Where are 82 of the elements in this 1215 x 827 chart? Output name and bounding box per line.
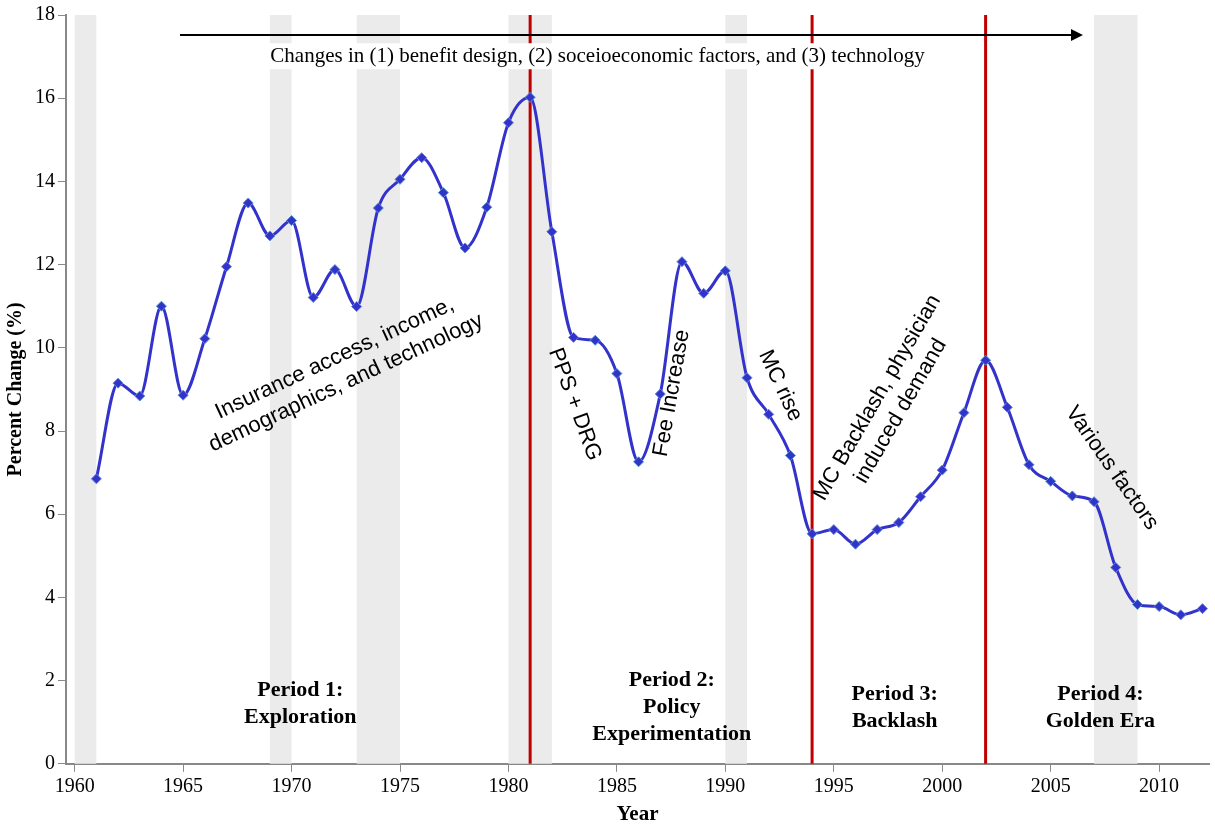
point xyxy=(568,331,580,343)
x-tick-label: 1990 xyxy=(705,774,746,797)
point xyxy=(784,450,796,462)
y-tick-label: 4 xyxy=(45,584,55,607)
point xyxy=(1088,496,1100,508)
point xyxy=(372,202,384,214)
point xyxy=(177,389,189,401)
point xyxy=(871,524,883,536)
point xyxy=(90,473,102,485)
point xyxy=(502,117,514,129)
point xyxy=(849,538,861,550)
point xyxy=(611,368,623,380)
point xyxy=(394,173,406,185)
y-tick-label: 16 xyxy=(35,85,55,108)
annotation: Fee Increase xyxy=(646,327,694,459)
point xyxy=(958,407,970,419)
annotation: Period 2: Policy Experimentation xyxy=(592,666,752,746)
y-tick-label: 14 xyxy=(35,168,55,191)
x-tick-label: 1980 xyxy=(488,774,529,797)
x-tick-label: 1965 xyxy=(163,774,204,797)
point xyxy=(1153,601,1165,613)
point xyxy=(828,524,840,536)
point xyxy=(199,333,211,345)
x-tick-label: 2000 xyxy=(922,774,963,797)
point xyxy=(698,287,710,299)
point xyxy=(307,291,319,303)
annotation: MC rise xyxy=(754,345,810,425)
point xyxy=(1131,598,1143,610)
x-tick-label: 1995 xyxy=(813,774,854,797)
y-tick-label: 6 xyxy=(45,501,55,524)
x-tick-label: 1975 xyxy=(380,774,421,797)
point xyxy=(481,201,493,213)
annotation: PPS + DRG xyxy=(544,344,608,464)
point xyxy=(264,230,276,242)
point xyxy=(1175,609,1187,621)
point xyxy=(1196,603,1208,615)
annotation: Period 4: Golden Era xyxy=(1045,679,1156,732)
y-tick-label: 2 xyxy=(45,667,55,690)
point xyxy=(1001,401,1013,413)
point xyxy=(980,354,992,366)
point xyxy=(763,408,775,420)
point xyxy=(1023,459,1035,471)
point xyxy=(351,301,363,313)
annotation: Period 3: Backlash xyxy=(851,679,938,732)
point xyxy=(437,187,449,199)
point xyxy=(676,256,688,268)
point xyxy=(936,464,948,476)
point xyxy=(915,491,927,503)
point xyxy=(1045,475,1057,487)
point xyxy=(134,390,146,402)
annotation: Changes in (1) benefit design, (2) soceioeconomic factors, and (3) technology xyxy=(270,42,926,67)
point xyxy=(633,456,645,468)
point xyxy=(1066,490,1078,502)
point xyxy=(221,261,232,273)
y-tick-label: 12 xyxy=(35,251,55,274)
point xyxy=(286,215,298,226)
y-tick-label: 8 xyxy=(45,418,55,441)
point xyxy=(893,517,905,529)
point xyxy=(589,334,601,346)
point xyxy=(806,528,818,540)
point xyxy=(1110,561,1122,573)
x-tick-label: 1970 xyxy=(271,774,312,797)
point xyxy=(155,300,167,312)
point xyxy=(459,242,471,254)
point xyxy=(416,152,428,164)
point xyxy=(329,264,341,276)
point xyxy=(741,372,753,384)
point xyxy=(524,91,536,103)
x-tick-label: 2005 xyxy=(1030,774,1071,797)
y-tick-label: 10 xyxy=(35,335,55,358)
y-tick-label: 0 xyxy=(45,751,55,774)
point xyxy=(242,197,254,209)
x-axis-title: Year xyxy=(616,800,659,825)
point xyxy=(546,226,558,238)
x-tick-label: 2010 xyxy=(1139,774,1180,797)
x-tick-label: 1960 xyxy=(54,774,95,797)
point xyxy=(719,265,731,277)
y-axis-title: Percent Change (%) xyxy=(3,302,27,477)
annotation: Period 1: Exploration xyxy=(244,676,357,729)
x-tick-label: 1985 xyxy=(596,774,637,797)
point xyxy=(112,377,124,389)
y-tick-label: 18 xyxy=(35,2,55,25)
